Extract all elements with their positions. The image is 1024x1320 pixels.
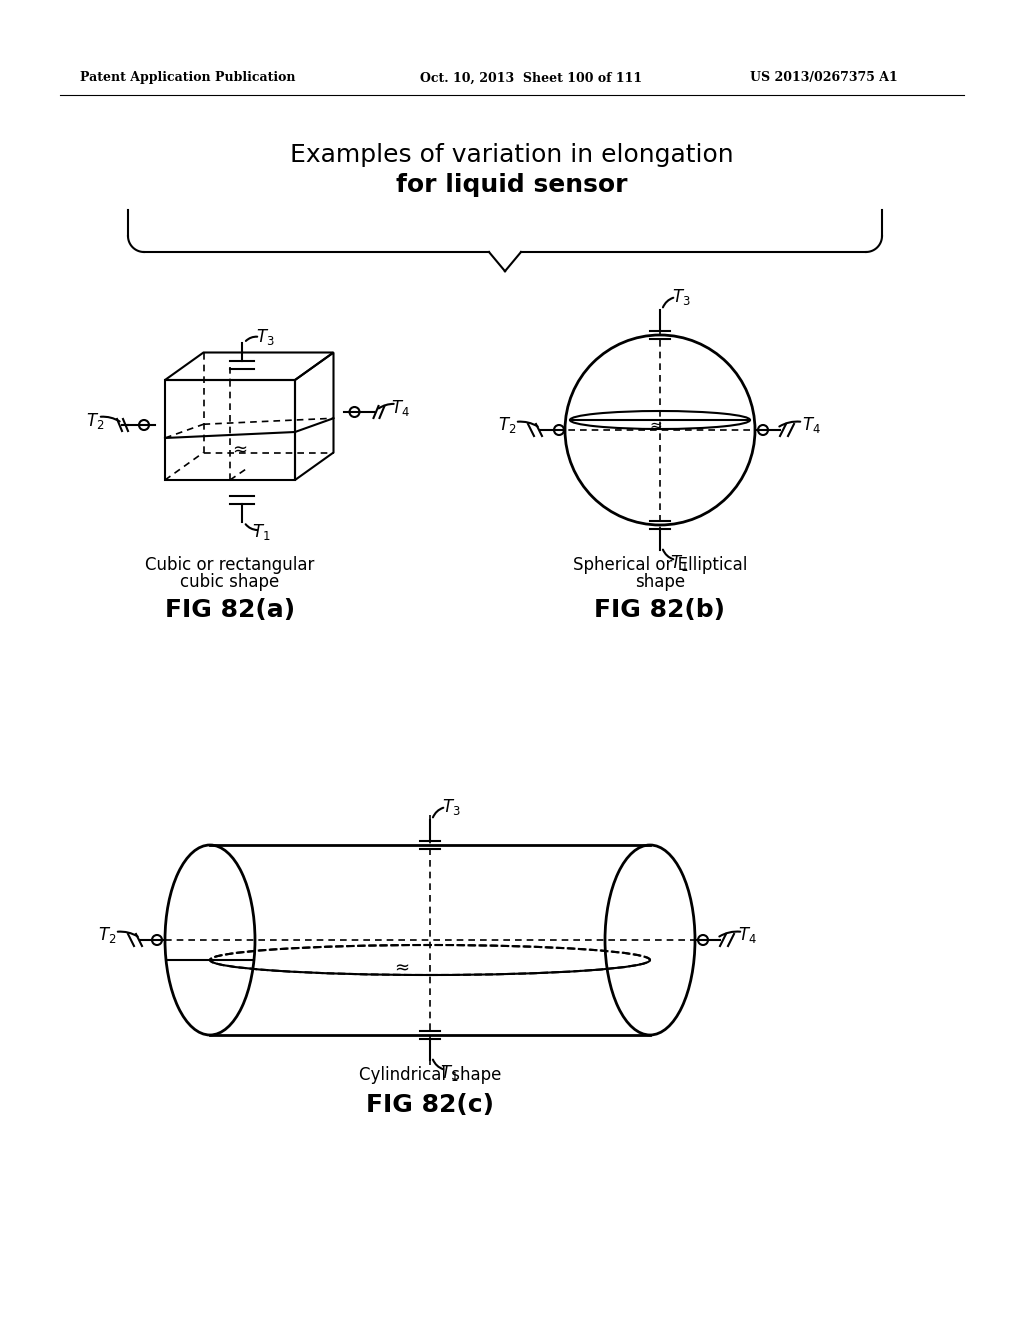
Text: Spherical or Elliptical: Spherical or Elliptical [572, 556, 748, 574]
Text: $T_4$: $T_4$ [391, 399, 410, 418]
Text: US 2013/0267375 A1: US 2013/0267375 A1 [750, 71, 898, 84]
Text: $T_1$: $T_1$ [440, 1063, 459, 1082]
Text: Examples of variation in elongation: Examples of variation in elongation [290, 143, 734, 168]
Text: FIG 82(a): FIG 82(a) [165, 598, 295, 622]
Text: $T_1$: $T_1$ [670, 553, 688, 573]
Text: FIG 82(c): FIG 82(c) [366, 1093, 494, 1117]
Text: $T_4$: $T_4$ [737, 925, 757, 945]
Text: $T_2$: $T_2$ [86, 411, 104, 432]
Text: $T_3$: $T_3$ [256, 327, 274, 347]
Text: Cubic or rectangular: Cubic or rectangular [145, 556, 314, 574]
Text: shape: shape [635, 573, 685, 591]
Text: for liquid sensor: for liquid sensor [396, 173, 628, 197]
Text: Oct. 10, 2013  Sheet 100 of 111: Oct. 10, 2013 Sheet 100 of 111 [420, 71, 642, 84]
Text: $T_1$: $T_1$ [252, 521, 270, 543]
Text: $T_2$: $T_2$ [98, 925, 116, 945]
Text: FIG 82(b): FIG 82(b) [595, 598, 725, 622]
Text: $T_3$: $T_3$ [672, 286, 690, 308]
Text: Patent Application Publication: Patent Application Publication [80, 71, 296, 84]
Text: $T_4$: $T_4$ [802, 414, 820, 436]
Text: cubic shape: cubic shape [180, 573, 280, 591]
Text: $\approx$: $\approx$ [391, 957, 410, 975]
Text: Cylindrical shape: Cylindrical shape [358, 1067, 501, 1084]
Text: $T_2$: $T_2$ [498, 414, 516, 436]
Text: $\approx$: $\approx$ [228, 440, 248, 457]
Text: $T_3$: $T_3$ [442, 797, 461, 817]
Text: $\approx$: $\approx$ [647, 417, 664, 432]
